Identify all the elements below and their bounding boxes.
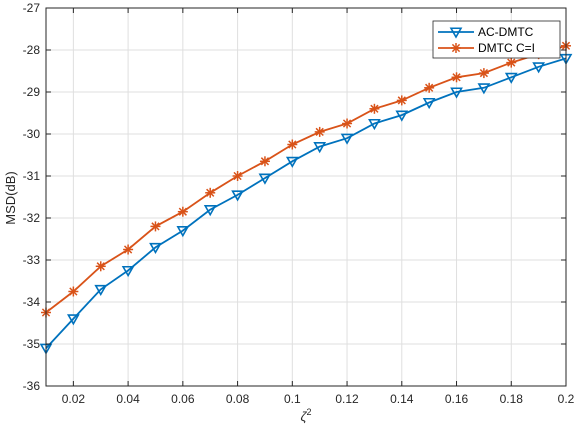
data-point-marker: [205, 187, 216, 198]
data-point-marker: [176, 226, 190, 238]
data-point-marker: [396, 95, 407, 106]
data-point-marker: [477, 83, 491, 95]
data-point-marker: [451, 72, 462, 83]
x-tick-label: 0.08: [226, 392, 250, 406]
data-point-marker: [68, 286, 79, 297]
y-tick-label: -33: [23, 253, 41, 267]
data-point-marker: [121, 265, 135, 278]
x-tick-label: 0.12: [335, 392, 359, 406]
x-axis-label-base: ζ: [300, 409, 307, 424]
y-axis-label: MSD(dB): [3, 171, 18, 224]
data-point-marker: [150, 221, 161, 232]
x-tick-label: 0.16: [445, 392, 469, 406]
data-point-marker: [66, 314, 80, 326]
data-point-marker: [313, 142, 327, 154]
data-point-marker: [506, 57, 517, 68]
data-point-marker: [424, 82, 435, 93]
data-point-marker: [177, 206, 188, 217]
data-point-marker: [422, 97, 436, 110]
x-tick-label: 0.1: [284, 392, 301, 406]
legend: AC-DMTC DMTC C=I: [432, 20, 561, 59]
x-tick-label: 0.14: [390, 392, 414, 406]
data-point-marker: [95, 261, 106, 272]
data-point-marker: [94, 284, 108, 297]
data-point-marker: [149, 242, 162, 255]
tick-labels: 0.02 0.04 0.06 0.08 0.1 0.12 0.14 0.16 0.18 0.2 -3…: [23, 1, 575, 406]
data-point-marker: [285, 156, 299, 168]
data-point-marker: [478, 68, 489, 79]
data-point-marker: [504, 72, 518, 84]
y-tick-label: -35: [23, 337, 41, 351]
y-tick-label: -27: [23, 1, 41, 15]
data-point-marker: [532, 62, 546, 74]
legend-marker-ac-dmtc: [449, 27, 463, 39]
data-point-marker: [340, 133, 354, 145]
x-tick-label: 0.06: [171, 392, 195, 406]
y-tick-label: -31: [23, 169, 41, 183]
y-tick-label: -28: [23, 43, 41, 57]
x-tick-label: 0.02: [62, 392, 86, 406]
ticks: [46, 7, 567, 387]
data-point-marker: [258, 173, 272, 185]
x-tick-label: 0.2: [558, 392, 575, 406]
data-point-marker: [287, 139, 298, 150]
x-tick-label: 0.04: [116, 392, 140, 406]
data-point-marker: [342, 118, 353, 129]
data-point-marker: [314, 126, 325, 137]
data-point-marker: [232, 171, 243, 181]
legend-box: [432, 20, 561, 59]
x-axis-label-superscript: 2: [307, 407, 312, 417]
y-tick-label: -34: [23, 295, 41, 309]
legend-marker-shape: [449, 27, 463, 39]
plot-frame: [45, 7, 567, 387]
data-point-marker: [231, 190, 244, 202]
data-point-marker: [259, 156, 270, 167]
data-point-marker: [395, 110, 409, 122]
x-axis-label: ζ2: [300, 407, 311, 424]
y-tick-label: -32: [23, 211, 41, 225]
data-point-marker: [368, 118, 381, 131]
data-point-marker: [203, 205, 217, 217]
data-point-marker: [369, 103, 380, 114]
legend-marker-dmtc-ci: [451, 43, 461, 53]
y-tick-label: -36: [23, 379, 41, 393]
legend-label-dmtc-ci: DMTC C=I: [478, 41, 535, 55]
y-tick-label: -30: [23, 127, 41, 141]
legend-label-ac-dmtc: AC-DMTC: [478, 25, 534, 39]
y-tick-label: -29: [23, 85, 41, 99]
x-tick-label: 0.18: [500, 392, 524, 406]
data-point-marker: [450, 87, 463, 99]
data-point-marker: [123, 244, 134, 255]
legend-marker-shape: [451, 43, 461, 53]
